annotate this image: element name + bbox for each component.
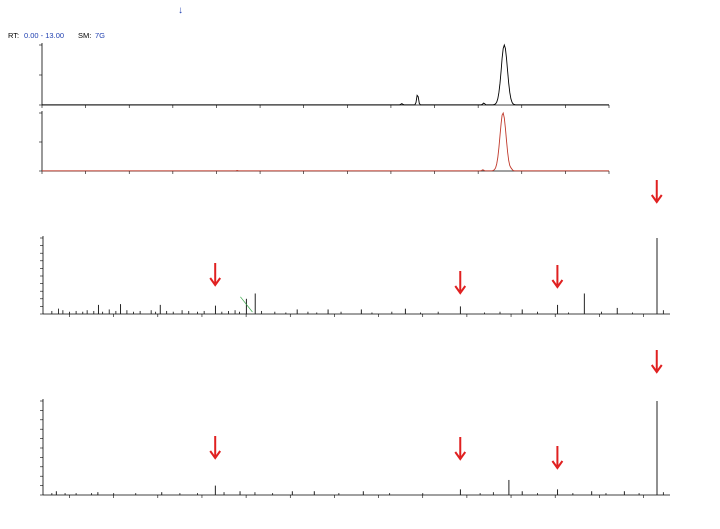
top-glyph: ↓ [178,5,183,16]
sm-label: SM: [78,31,91,40]
chart-layer [39,43,670,498]
annotation-arrow-head [551,279,564,289]
sm-value: 7G [95,31,105,40]
annotation-arrow-head [209,450,222,460]
annotation-arrow-head [551,460,564,470]
annotation-arrow-head [650,194,663,204]
label-leader-line [240,296,253,313]
annotation-arrow-head [454,451,467,461]
rt-range: 0.00 - 13.00 [24,31,64,40]
chromatogram-trace [42,43,609,106]
chromatogram-trace [42,111,609,172]
annotation-arrow-head [454,285,467,295]
annotation-arrow-head [209,277,222,287]
annotation-arrow-head [650,364,663,374]
rt-label: RT: [8,31,19,40]
